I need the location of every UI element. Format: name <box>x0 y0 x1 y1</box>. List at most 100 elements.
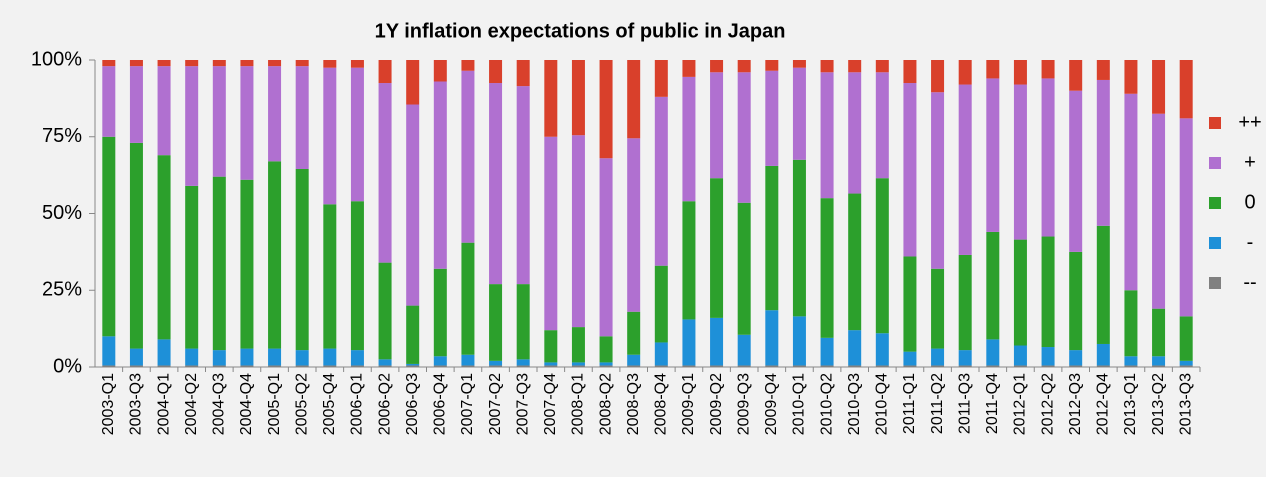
bar-segment <box>627 60 641 139</box>
bar-segment <box>129 142 143 349</box>
y-tick-label: 75% <box>42 125 82 147</box>
bar-segment <box>544 362 558 366</box>
bar-segment <box>240 60 254 67</box>
bar-segment <box>102 66 116 137</box>
bar-segment <box>792 316 806 366</box>
bar-segment <box>820 337 834 366</box>
x-tick-label: 2009-Q2 <box>708 373 725 435</box>
x-tick-label: 2008-Q4 <box>653 373 670 435</box>
x-tick-label: 2007-Q1 <box>459 373 476 435</box>
x-tick-label: 2009-Q4 <box>763 373 780 435</box>
bar-segment <box>765 70 779 166</box>
bar-segment <box>765 365 779 367</box>
bar-segment <box>654 265 668 343</box>
bar-segment <box>1179 360 1193 366</box>
bar-segment <box>102 60 116 67</box>
x-tick-label: 2009-Q1 <box>680 373 697 435</box>
bar-segment <box>544 60 558 137</box>
x-tick-label: 2004-Q2 <box>183 373 200 435</box>
bar-segment <box>875 60 889 73</box>
bar-segment <box>682 60 696 77</box>
x-tick-label: 2003-Q3 <box>128 373 145 435</box>
bar-segment <box>792 67 806 160</box>
x-tick-label: 2005-Q1 <box>266 373 283 435</box>
x-tick-label: 2004-Q4 <box>238 373 255 435</box>
bar-segment <box>848 60 862 73</box>
x-tick-label: 2004-Q3 <box>211 373 228 435</box>
bar-segment <box>1013 84 1027 240</box>
bar-segment <box>323 67 337 205</box>
legend-label: -- <box>1243 271 1256 293</box>
bar-segment <box>737 365 751 367</box>
x-tick-label: 2008-Q2 <box>597 373 614 435</box>
bar-segment <box>433 356 447 366</box>
bar-segment <box>378 359 392 366</box>
bar-segment <box>627 354 641 366</box>
bar-segment <box>516 284 530 360</box>
bar-segment <box>378 83 392 263</box>
bar-segment <box>102 336 116 366</box>
bar-segment <box>1179 316 1193 361</box>
bar-segment <box>1152 365 1166 367</box>
bar-segment <box>682 201 696 320</box>
bar-segment <box>792 365 806 367</box>
bar-segment <box>737 334 751 366</box>
bar-segment <box>295 350 309 366</box>
x-tick-label: 2004-Q1 <box>155 373 172 435</box>
legend-swatch <box>1209 277 1221 289</box>
bar-segment <box>516 359 530 366</box>
bar-segment <box>1096 79 1110 226</box>
bar-segment <box>1013 345 1027 366</box>
bar-segment <box>129 60 143 67</box>
bar-segment <box>516 60 530 87</box>
bar-segment <box>157 60 171 67</box>
bar-segment <box>903 365 917 367</box>
bar-segment <box>765 310 779 366</box>
bar-segment <box>1124 365 1138 367</box>
bar-segment <box>516 365 530 367</box>
x-tick-label: 2012-Q2 <box>1039 373 1056 435</box>
y-tick-label: 0% <box>53 355 82 377</box>
bar-segment <box>903 83 917 257</box>
bar-segment <box>157 365 171 367</box>
bar-segment <box>268 365 282 367</box>
legend-label: ++ <box>1238 111 1261 133</box>
bar-segment <box>102 365 116 367</box>
bar-segment <box>1124 290 1138 357</box>
bar-segment <box>406 365 420 367</box>
y-tick-label: 100% <box>31 48 82 70</box>
x-tick-label: 2008-Q1 <box>570 373 587 435</box>
bar-segment <box>102 136 116 337</box>
bar-segment <box>378 365 392 367</box>
bar-segment <box>958 84 972 255</box>
bar-segment <box>129 348 143 366</box>
bar-segment <box>1179 60 1193 119</box>
bar-segment <box>406 305 420 364</box>
x-tick-label: 2011-Q1 <box>901 373 918 434</box>
bar-segment <box>323 365 337 367</box>
bar-segment <box>875 178 889 334</box>
bar-segment <box>958 350 972 366</box>
bar-segment <box>1152 60 1166 114</box>
bar-segment <box>489 83 503 285</box>
bar-segment <box>792 60 806 68</box>
legend-label: + <box>1244 151 1256 173</box>
bar-segment <box>986 339 1000 366</box>
x-tick-label: 2006-Q2 <box>376 373 393 435</box>
x-tick-label: 2013-Q3 <box>1177 373 1194 435</box>
bar-segment <box>185 60 199 67</box>
bar-segment <box>295 168 309 351</box>
bar-segment <box>212 365 226 367</box>
bar-segment <box>268 60 282 67</box>
bar-segment <box>599 336 613 363</box>
bar-segment <box>489 60 503 84</box>
bar-segment <box>544 136 558 331</box>
bar-segment <box>378 60 392 84</box>
x-tick-label: 2003-Q1 <box>100 373 117 435</box>
bar-segment <box>516 86 530 285</box>
x-tick-label: 2011-Q3 <box>956 373 973 434</box>
bar-segment <box>1013 60 1027 85</box>
bar-segment <box>654 342 668 366</box>
bar-segment <box>433 365 447 367</box>
bar-segment <box>323 348 337 366</box>
